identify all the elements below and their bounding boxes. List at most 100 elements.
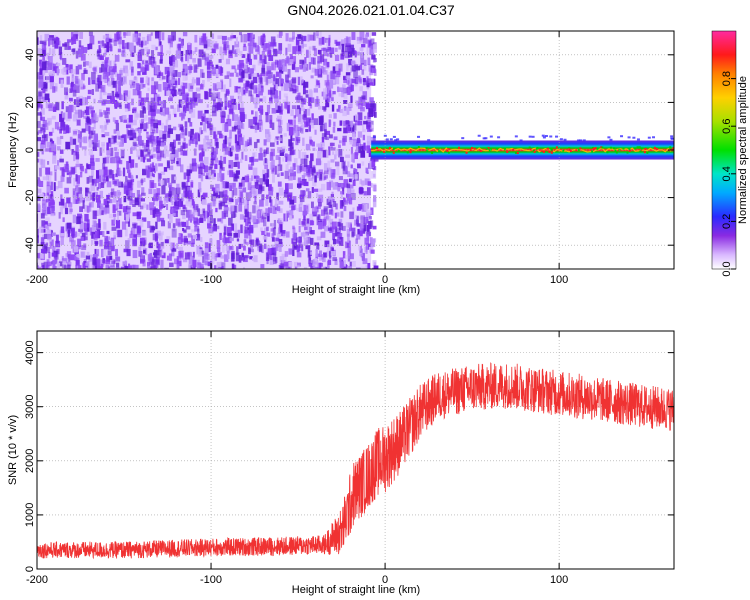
noise-cell [146,204,149,210]
noise-cell [316,206,319,213]
noise-cell [314,98,320,107]
noise-cell [125,175,128,183]
noise-cell [251,257,257,261]
noise-cell [309,160,313,169]
noise-cell [298,240,302,248]
noise-cell [340,53,345,60]
noise-cell [102,71,107,80]
noise-cell [166,118,169,122]
noise-cell [256,97,260,105]
noise-cell [268,134,272,140]
noise-cell [188,104,192,114]
noise-cell [112,174,115,181]
signal-fringe [563,138,567,141]
noise-cell [346,183,351,189]
noise-cell [164,239,169,244]
noise-cell [142,231,147,237]
noise-cell [356,234,361,240]
noise-cell [182,86,186,95]
noise-cell [76,245,81,250]
noise-cell [118,80,121,88]
noise-cell [151,153,156,158]
noise-cell [153,136,156,142]
noise-cell [263,149,268,154]
noise-cell [136,149,141,158]
noise-cell [58,46,63,56]
noise-cell [356,36,362,41]
noise-cell [145,248,148,256]
noise-cell [76,155,79,164]
noise-cell [359,97,362,105]
noise-cell [101,40,105,47]
noise-cell [52,247,56,251]
noise-cell [208,170,212,178]
noise-cell [220,201,226,207]
noise-cell [278,72,282,79]
signal-speck [506,150,509,153]
noise-cell [365,101,370,108]
signal-speck [546,147,549,150]
noise-cell [123,195,127,203]
noise-cell [300,95,303,101]
noise-cell [142,156,146,163]
noise-cell [259,98,263,102]
noise-cell [159,200,163,209]
noise-cell [213,152,217,158]
noise-cell [347,255,351,262]
noise-cell [303,213,306,223]
noise-cell [369,67,374,76]
noise-cell [278,200,284,205]
noise-cell [205,255,208,260]
noise-cell [342,107,347,117]
noise-cell [300,119,304,129]
noise-cell [240,224,243,234]
noise-cell [190,180,194,185]
noise-cell [88,136,91,142]
noise-cell [346,125,351,133]
noise-cell [289,199,295,205]
noise-cell [215,142,219,149]
noise-cell [342,162,346,171]
noise-cell [304,154,309,159]
noise-cell [153,206,156,211]
noise-cell [57,126,61,131]
tick-label-y: -20 [24,190,36,206]
noise-cell [168,97,173,102]
signal-fringe [392,135,396,138]
colorbar-tick-label: 0.4 [721,166,733,181]
noise-cell [76,178,80,187]
noise-cell [174,258,179,265]
noise-cell [52,259,56,269]
noise-cell [354,214,357,219]
noise-cell [318,202,322,207]
noise-cell [156,145,160,153]
noise-cell [262,219,267,227]
noise-cell [298,218,301,225]
noise-cell [292,233,297,240]
noise-cell [69,206,73,215]
noise-cell [219,160,224,170]
noise-cell [163,200,166,206]
noise-cell [330,169,336,178]
noise-cell [358,216,363,220]
noise-cell [336,86,340,93]
noise-cell [79,32,84,39]
noise-cell [180,41,184,47]
noise-cell [46,181,50,187]
noise-cell [234,68,237,74]
noise-cell [105,175,109,182]
noise-cell [282,233,286,239]
noise-cell [247,217,251,226]
tick-label-x: -200 [26,274,48,286]
noise-cell [229,147,233,157]
noise-cell [93,133,98,143]
noise-cell [266,257,269,265]
signal-fringe [647,136,651,139]
noise-cell [105,241,108,247]
noise-cell [314,242,320,246]
noise-cell [122,32,128,36]
noise-cell [197,164,202,169]
noise-cell [136,264,139,269]
